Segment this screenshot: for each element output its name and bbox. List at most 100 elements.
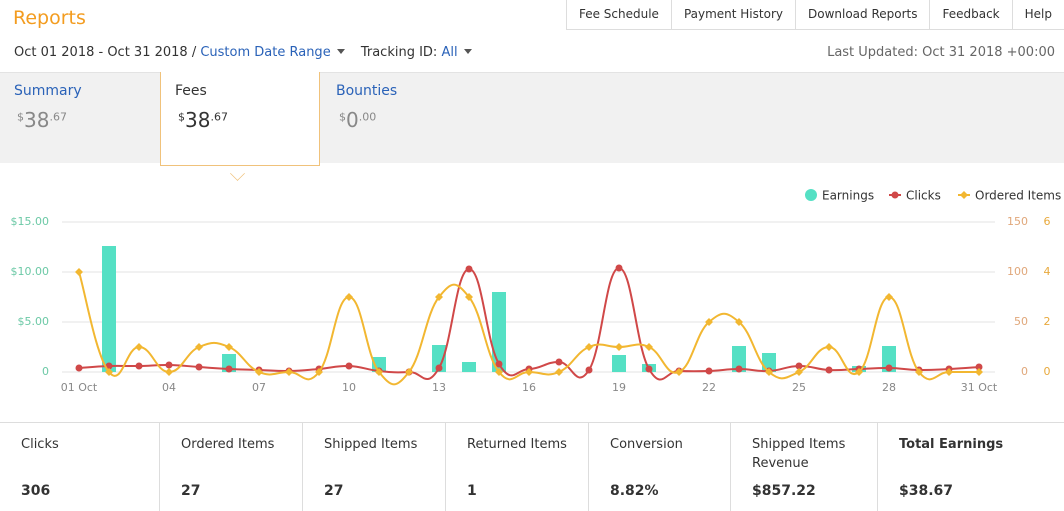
tab[interactable]: Bounties $0.00 <box>322 72 482 162</box>
marker <box>975 368 983 376</box>
x-tick-label: 25 <box>792 381 806 394</box>
stat-label: Ordered Items <box>181 437 275 452</box>
marker <box>795 368 803 376</box>
marker <box>855 368 863 376</box>
marker <box>555 368 563 376</box>
y-tick-label: 50 <box>1014 315 1028 328</box>
y-tick-label: 150 <box>1007 215 1028 228</box>
y-tick-label: $10.00 <box>11 265 50 278</box>
tab-name: Fees <box>175 83 207 99</box>
amount-whole: 38 <box>24 108 50 132</box>
marker <box>585 343 593 351</box>
date-dropdown[interactable]: Custom Date Range <box>200 45 331 60</box>
x-tick-label: 22 <box>702 381 716 394</box>
marker <box>825 343 833 351</box>
stat-cell: Total Earnings $38.67 <box>878 423 1064 511</box>
stat-cell: Ordered Items 27 <box>160 423 303 511</box>
marker <box>75 268 83 276</box>
marker <box>495 368 503 376</box>
bar <box>492 292 506 372</box>
marker <box>915 368 923 376</box>
caret <box>336 49 345 54</box>
legend-symbol <box>805 189 817 201</box>
marker <box>405 368 413 376</box>
marker <box>225 343 233 351</box>
x-tick-label: 04 <box>162 381 176 394</box>
amount-fraction: .00 <box>358 110 377 124</box>
stat-value: 8.82% <box>610 483 659 499</box>
marker <box>345 362 353 370</box>
bar <box>612 355 626 372</box>
currency: $ <box>178 110 185 124</box>
stat-cell: Shipped Items 27 <box>303 423 446 511</box>
stat-label: Conversion <box>610 437 683 452</box>
stat-label: Returned Items <box>467 437 567 452</box>
marker <box>285 368 293 376</box>
legend-label: Clicks <box>906 189 941 203</box>
nav-button[interactable]: Payment History <box>670 0 795 30</box>
tab-name: Bounties <box>336 83 398 99</box>
nav-button[interactable]: Download Reports <box>794 0 930 30</box>
y-tick-label: 4 <box>1044 265 1051 278</box>
stat-cell: Shipped Items Revenue $857.22 <box>731 423 878 511</box>
stat-value: 1 <box>467 483 477 499</box>
tracking-dropdown[interactable]: All <box>441 45 458 60</box>
bar <box>732 346 746 372</box>
marker <box>345 293 353 301</box>
amount-fraction: .67 <box>49 110 67 124</box>
marker <box>945 368 953 376</box>
stat-value: $38.67 <box>899 483 954 499</box>
x-tick-label: 01 Oct <box>61 381 98 394</box>
marker <box>195 343 203 351</box>
stat-label: Clicks <box>21 437 59 452</box>
y-tick-label: $5.00 <box>18 315 50 328</box>
marker <box>135 362 143 370</box>
nav-bar: Fee Schedule Payment History Download Re… <box>565 0 1064 30</box>
last-updated: Last Updated: Oct 31 2018 +00:00 <box>827 45 1055 60</box>
y-tick-label: 100 <box>1007 265 1028 278</box>
tab[interactable]: Summary $38.67 <box>0 72 160 162</box>
stat-label: Shipped Items <box>324 437 418 452</box>
page-title: Reports <box>13 7 86 29</box>
nav-button[interactable]: Feedback <box>929 0 1012 30</box>
bar <box>432 345 446 372</box>
marker <box>315 368 323 376</box>
marker <box>735 318 743 326</box>
bar <box>222 354 236 372</box>
marker <box>525 368 533 376</box>
marker <box>885 364 893 372</box>
y-tick-label: $15.00 <box>11 215 50 228</box>
marker <box>225 365 233 373</box>
marker <box>75 364 83 372</box>
y-tick-label: 2 <box>1044 315 1051 328</box>
marker <box>705 367 713 375</box>
nav-button[interactable]: Fee Schedule <box>565 0 671 30</box>
x-tick-label: 31 Oct <box>961 381 998 394</box>
amount-whole: 38 <box>185 108 211 132</box>
marker <box>135 343 143 351</box>
stat-value: 306 <box>21 483 51 499</box>
marker <box>255 368 263 376</box>
bar <box>462 362 476 372</box>
marker <box>165 368 173 376</box>
marker <box>585 366 593 374</box>
filters: Oct 01 2018 - Oct 31 2018 / Custom Date … <box>14 45 484 60</box>
marker <box>495 360 503 368</box>
tracking-label: Tracking ID: <box>360 45 438 60</box>
marker <box>195 363 203 371</box>
tab-amount: $38.67 <box>178 108 228 132</box>
marker <box>615 264 623 272</box>
stat-value: 27 <box>324 483 344 499</box>
legend-symbol <box>960 191 968 199</box>
stat-label: Shipped Items Revenue <box>752 437 846 471</box>
x-tick-label: 19 <box>612 381 626 394</box>
marker <box>975 363 983 371</box>
stats-row: Clicks 306 Ordered Items 27 Shipped Items 27 R… <box>0 422 1064 511</box>
marker <box>795 362 803 370</box>
stat-value: 27 <box>181 483 201 499</box>
legend-label: Earnings <box>822 189 874 203</box>
tab-active[interactable]: Fees $38.67 <box>160 72 320 166</box>
nav-button[interactable]: Help <box>1011 0 1064 30</box>
marker <box>645 365 653 373</box>
y-tick-label: 0 <box>1021 365 1028 378</box>
